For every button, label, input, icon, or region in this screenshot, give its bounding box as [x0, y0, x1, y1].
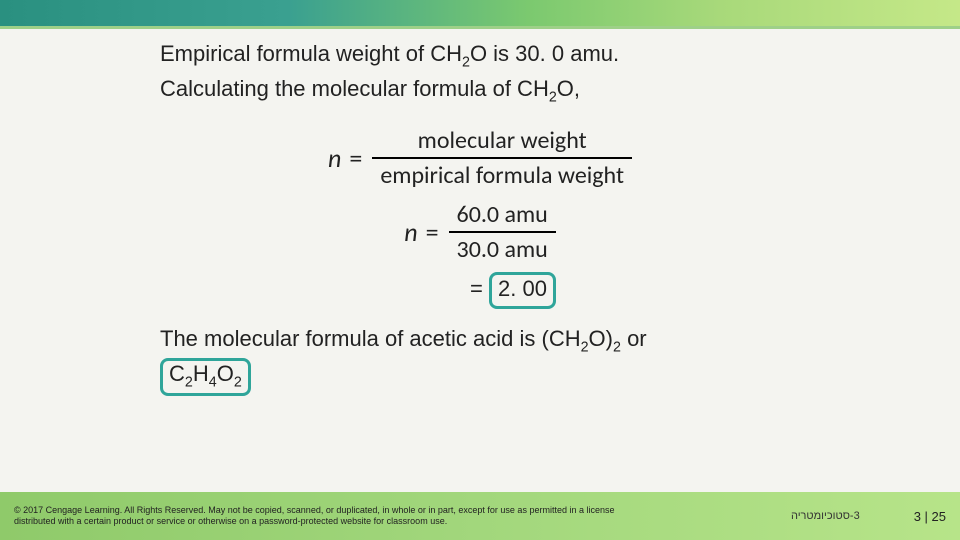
equals-sign: =	[349, 142, 362, 174]
text: O)	[589, 326, 613, 351]
equals-sign: =	[426, 216, 439, 248]
conclusion-formula: C2H4O2	[160, 358, 800, 397]
denominator: 30.0 amu	[449, 231, 556, 264]
highlighted-value: 2. 00	[489, 272, 556, 308]
equals-sign: =	[470, 276, 483, 301]
equation-1: n = molecular weight empirical formula w…	[160, 126, 800, 190]
header-accent-bar	[0, 0, 960, 26]
text: Calculating the molecular formula of CH	[160, 76, 549, 101]
element: H	[193, 361, 209, 386]
fraction: molecular weight empirical formula weigh…	[372, 126, 632, 190]
fraction: 60.0 amu 30.0 amu	[449, 200, 556, 264]
numerator: molecular weight	[372, 126, 632, 157]
variable-n: n	[328, 142, 341, 174]
denominator: empirical formula weight	[372, 157, 632, 190]
text: or	[621, 326, 647, 351]
conclusion-line: The molecular formula of acetic acid is …	[160, 323, 800, 358]
subscript: 2	[613, 339, 621, 355]
text-line-1: Empirical formula weight of CH2O is 30. …	[160, 38, 800, 73]
page-number: 3 | 25	[914, 509, 946, 524]
subscript: 2	[549, 90, 557, 106]
text: O is 30. 0 amu.	[470, 41, 619, 66]
highlighted-formula: C2H4O2	[160, 358, 251, 397]
subscript: 4	[209, 374, 217, 390]
footer-bar: © 2017 Cengage Learning. All Rights Rese…	[0, 492, 960, 540]
equation-result: = 2. 00	[160, 272, 800, 308]
text-line-2: Calculating the molecular formula of CH2…	[160, 73, 800, 108]
element: O	[217, 361, 234, 386]
subscript: 2	[462, 54, 470, 70]
element: C	[169, 361, 185, 386]
equation-2: n = 60.0 amu 30.0 amu	[160, 200, 800, 264]
text: O,	[557, 76, 580, 101]
variable-n: n	[404, 216, 417, 248]
text: The molecular formula of acetic acid is …	[160, 326, 581, 351]
subscript: 2	[581, 339, 589, 355]
numerator: 60.0 amu	[449, 200, 556, 231]
slide-content: Empirical formula weight of CH2O is 30. …	[0, 26, 960, 396]
copyright-text: © 2017 Cengage Learning. All Rights Rese…	[14, 505, 654, 528]
text: Empirical formula weight of CH	[160, 41, 462, 66]
subscript: 2	[234, 374, 242, 390]
subscript: 2	[185, 374, 193, 390]
footer-chapter-label: 3-סטוכיומטריה	[791, 510, 860, 522]
